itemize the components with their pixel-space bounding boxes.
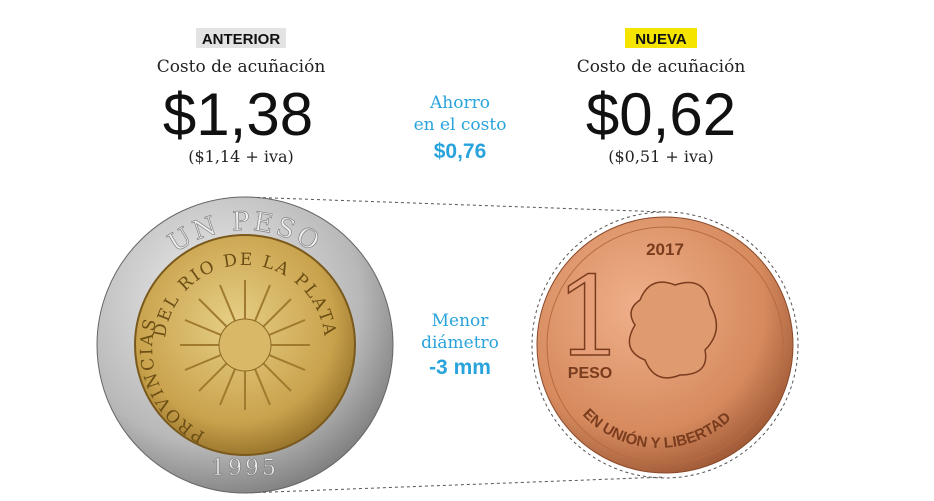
saving-value: $0,76 [434, 140, 487, 163]
guide [244, 476, 666, 494]
coin-numeral: 1 [555, 253, 625, 381]
badge: NUEVA [635, 31, 687, 48]
coin-unit: PESO [568, 365, 612, 382]
coin-year: 2017 [646, 240, 684, 259]
diameter-line: diámetro [421, 333, 499, 353]
label: Costo de acuñación [577, 57, 746, 77]
price: $1,38 [163, 81, 313, 148]
badge-bg [196, 28, 286, 48]
coin-outline [531, 211, 799, 479]
price: $0,62 [586, 81, 736, 148]
note: ($1,14 + iva) [188, 147, 294, 166]
coin-year: 1995 [211, 456, 279, 481]
diameter-line: Menor [432, 311, 490, 331]
saving-line: Ahorro [429, 93, 490, 113]
note: ($0,51 + iva) [608, 147, 714, 166]
coin-rim [546, 226, 784, 464]
coin-map [628, 281, 718, 379]
saving-line: en el costo [414, 115, 507, 135]
guide [244, 196, 666, 213]
label: Costo de acuñación [157, 57, 326, 77]
badge: ANTERIOR [202, 31, 281, 48]
sun-face [218, 318, 272, 372]
badge-bg [625, 28, 697, 48]
diameter-value: -3 mm [429, 356, 491, 379]
